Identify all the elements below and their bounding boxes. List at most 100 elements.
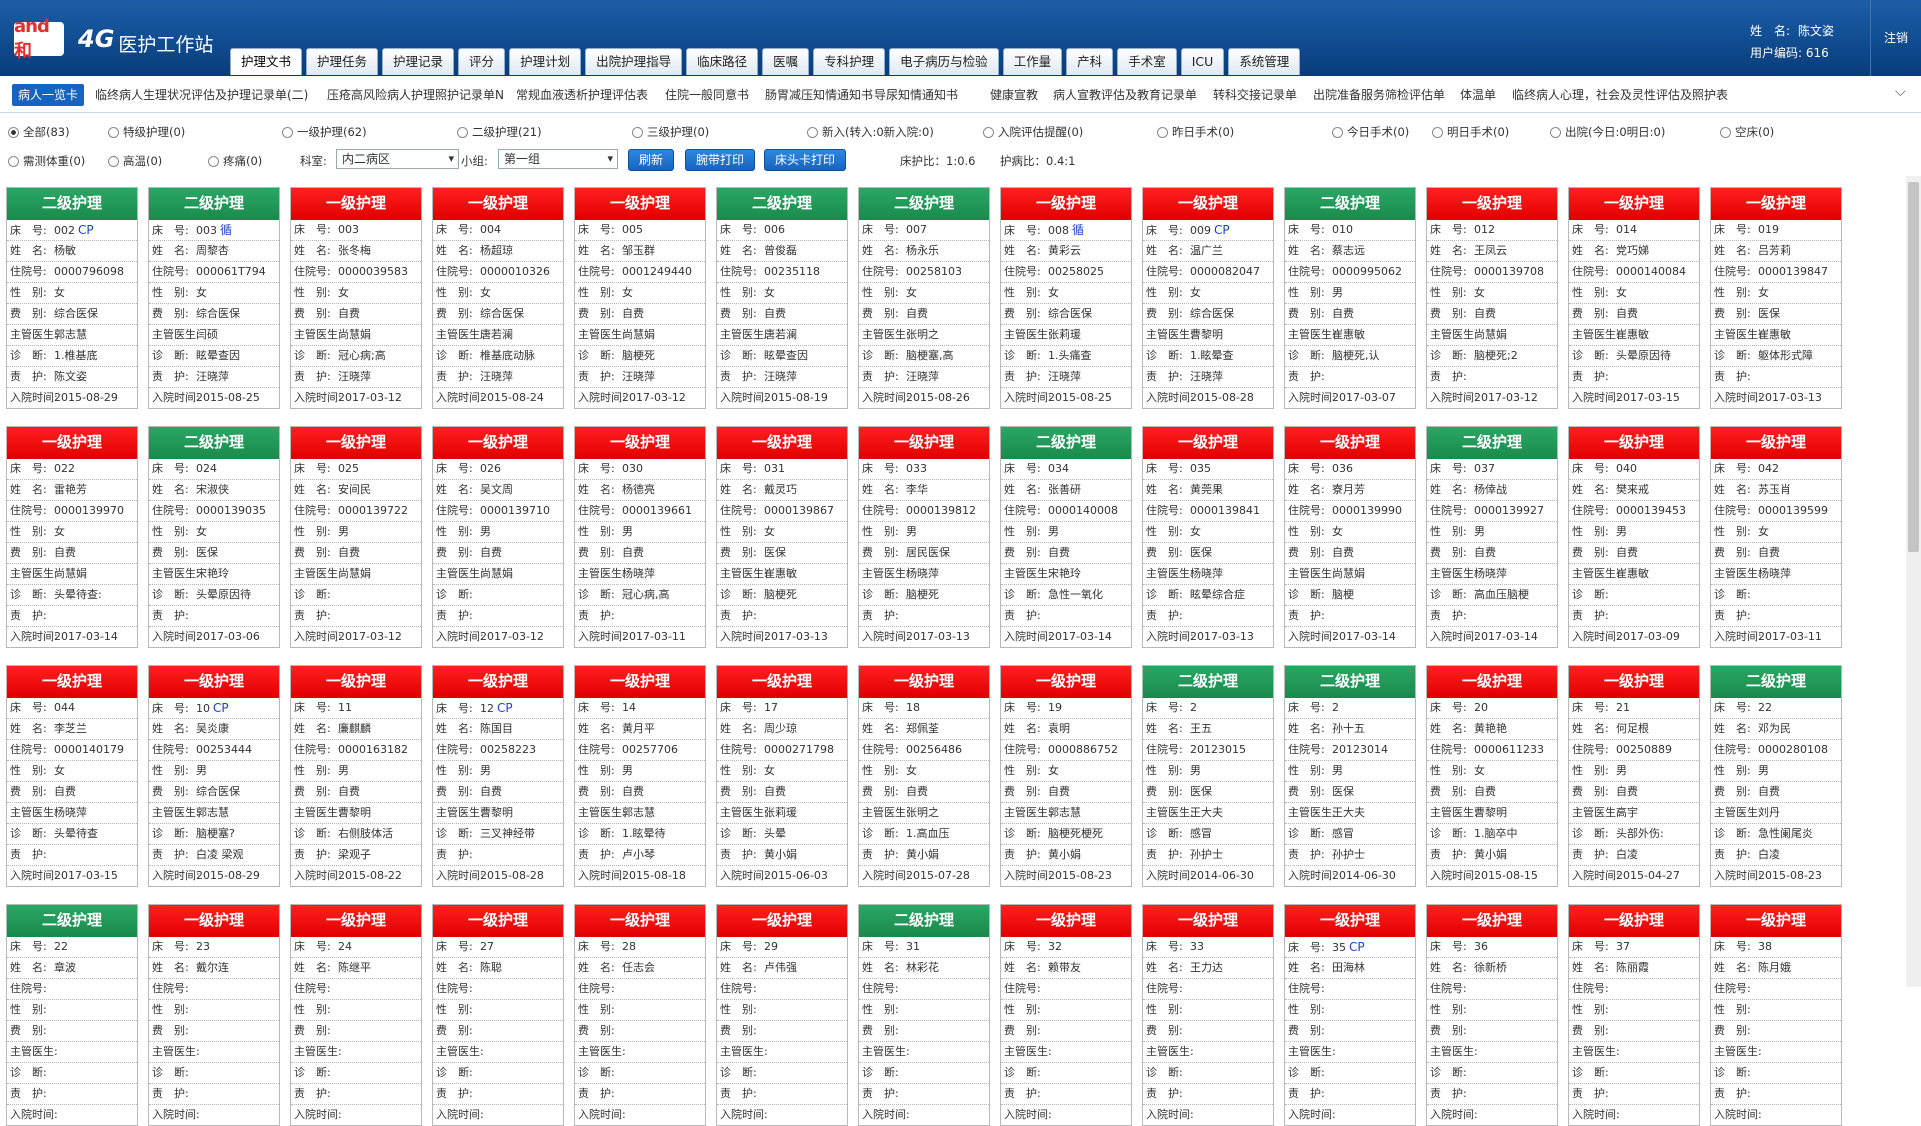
- radio-icon[interactable]: [8, 126, 19, 138]
- group-select[interactable]: 第一组: [498, 149, 618, 169]
- filter-radio-7[interactable]: 昨日手术(0): [1157, 124, 1234, 140]
- refresh-button[interactable]: 刷新: [628, 149, 675, 171]
- patient-card[interactable]: 一级护理床 号: 29 姓 名: 卢伟强 住院号: 性 别: 费 别: 主管医生: 诊 断: 责 …: [716, 904, 848, 1126]
- filter-radio-4[interactable]: 三级护理(0): [632, 124, 709, 140]
- radio-icon[interactable]: [208, 155, 219, 167]
- patient-card[interactable]: 二级护理床 号: 024 姓 名: 宋淑侠 住院号: 0000139035 性 别: 女费 别…: [148, 426, 280, 648]
- radio-icon[interactable]: [807, 126, 818, 138]
- radio-icon[interactable]: [1720, 126, 1731, 138]
- patient-card[interactable]: 二级护理床 号: 037 姓 名: 杨倖战 住院号: 0000139927 性 别: 男费 别…: [1426, 426, 1558, 648]
- filter-radio-5[interactable]: 新入(转入:0新入院:0): [807, 124, 934, 140]
- patient-card[interactable]: 一级护理床 号: 026 姓 名: 吴文周 住院号: 0000139710 性 别: 男费 别…: [432, 426, 564, 648]
- patient-card[interactable]: 一级护理床 号: 005 姓 名: 邹玉群 住院号: 0001249440 性 别: 女费 别…: [574, 187, 706, 409]
- filter-radio-10[interactable]: 出院(今日:0明日:0): [1550, 124, 1665, 140]
- filter-radio-0[interactable]: 全部(83): [8, 124, 70, 140]
- radio-icon[interactable]: [1332, 126, 1343, 138]
- tab-11[interactable]: 产科: [1066, 48, 1114, 75]
- subnav-item-0[interactable]: 病人一览卡: [12, 84, 85, 106]
- patient-card[interactable]: 二级护理床 号: 002 CP 姓 名: 杨敏 住院号: 0000796098 性 别: 女费 …: [6, 187, 138, 409]
- subnav-item-6[interactable]: 导尿知情通知书: [874, 88, 959, 102]
- patient-card[interactable]: 二级护理床 号: 31 姓 名: 林彩花 住院号: 性 别: 费 别: 主管医生: 诊 断: 责 …: [858, 904, 990, 1126]
- patient-card[interactable]: 二级护理床 号: 22 姓 名: 邓为民 住院号: 0000280108 性 别: 男费 别:…: [1710, 665, 1842, 887]
- patient-card[interactable]: 二级护理床 号: 010 姓 名: 蔡志远 住院号: 0000995062 性 别: 男费 别…: [1284, 187, 1416, 409]
- patient-card[interactable]: 一级护理床 号: 36 姓 名: 徐新桥 住院号: 性 别: 费 别: 主管医生: 诊 断: 责 …: [1426, 904, 1558, 1126]
- patient-card[interactable]: 一级护理床 号: 025 姓 名: 安间民 住院号: 0000139722 性 别: 男费 别…: [290, 426, 422, 648]
- filter-radio-1[interactable]: 特级护理(0): [108, 124, 185, 140]
- filter-radio-3[interactable]: 二级护理(21): [457, 124, 542, 140]
- tab-4[interactable]: 护理计划: [509, 48, 582, 75]
- patient-card[interactable]: 一级护理床 号: 019 姓 名: 吕芳莉 住院号: 0000139847 性 别: 女费 别…: [1710, 187, 1842, 409]
- patient-card[interactable]: 二级护理床 号: 22 姓 名: 章波 住院号: 性 别: 费 别: 主管医生: 诊 断: 责 护…: [6, 904, 138, 1126]
- patient-card[interactable]: 一级护理床 号: 23 姓 名: 戴尔连 住院号: 性 别: 费 别: 主管医生: 诊 断: 责 …: [148, 904, 280, 1126]
- patient-card[interactable]: 一级护理床 号: 009 CP 姓 名: 温广兰 住院号: 0000082047 性 别: 女费…: [1142, 187, 1274, 409]
- patient-card[interactable]: 一级护理床 号: 035 姓 名: 黄莞果 住院号: 0000139841 性 别: 女费 别…: [1142, 426, 1274, 648]
- wristband-print-button[interactable]: 腕带打印: [685, 149, 756, 171]
- filter-radio-2[interactable]: 一级护理(62): [282, 124, 367, 140]
- patient-card[interactable]: 一级护理床 号: 031 姓 名: 戴灵巧 住院号: 0000139867 性 别: 女费 别…: [716, 426, 848, 648]
- patient-card[interactable]: 一级护理床 号: 10 CP 姓 名: 吴炎康 住院号: 00253444 性 别: 男费 别:…: [148, 665, 280, 887]
- tab-13[interactable]: ICU: [1180, 48, 1225, 75]
- subnav-item-9[interactable]: 转科交接记录单: [1213, 88, 1298, 102]
- subnav-item-4[interactable]: 住院一般同意书: [665, 88, 750, 102]
- patient-card[interactable]: 一级护理床 号: 003 姓 名: 张冬梅 住院号: 0000039583 性 别: 女费 别…: [290, 187, 422, 409]
- patient-card[interactable]: 一级护理床 号: 18 姓 名: 郑佩荃 住院号: 00256486 性 别: 女费 别: 自费…: [858, 665, 990, 887]
- patient-card[interactable]: 二级护理床 号: 003 循姓 名: 周黎杏 住院号: 000061T794 性 别: 女费 …: [148, 187, 280, 409]
- patient-card[interactable]: 一级护理床 号: 37 姓 名: 陈丽霞 住院号: 性 别: 费 别: 主管医生: 诊 断: 责 …: [1568, 904, 1700, 1126]
- tab-6[interactable]: 临床路径: [686, 48, 759, 75]
- subnav-item-11[interactable]: 体温单: [1460, 88, 1497, 102]
- radio-icon[interactable]: [108, 155, 119, 167]
- radio-icon[interactable]: [8, 155, 19, 167]
- bedcard-print-button[interactable]: 床头卡打印: [764, 149, 847, 171]
- radio-icon[interactable]: [108, 126, 119, 138]
- tab-5[interactable]: 出院护理指导: [585, 48, 683, 75]
- subnav-item-3[interactable]: 常规血液透析护理评估表: [516, 88, 649, 102]
- patient-card[interactable]: 一级护理床 号: 19 姓 名: 袁明 住院号: 0000886752 性 别: 女费 别: 自…: [1000, 665, 1132, 887]
- tab-1[interactable]: 护理任务: [306, 48, 379, 75]
- filter-radio-6[interactable]: 入院评估提醒(0): [983, 124, 1083, 140]
- tab-9[interactable]: 电子病历与检验: [889, 48, 999, 75]
- patient-card[interactable]: 一级护理床 号: 35 CP 姓 名: 田海林 住院号: 性 别: 费 别: 主管医生: 诊 断:…: [1284, 904, 1416, 1126]
- filter-radio-11[interactable]: 空床(0): [1720, 124, 1774, 140]
- patient-card[interactable]: 一级护理床 号: 20 姓 名: 黄艳艳 住院号: 0000611233 性 别: 女费 别:…: [1426, 665, 1558, 887]
- subnav-item-1[interactable]: 临终病人生理状况评估及护理记录单(二): [95, 88, 309, 102]
- vertical-scrollbar[interactable]: [1906, 176, 1921, 987]
- patient-card[interactable]: 一级护理床 号: 036 姓 名: 寮月芳 住院号: 0000139990 性 别: 女费 别…: [1284, 426, 1416, 648]
- subnav-item-10[interactable]: 出院准备服务筛检评估单: [1313, 88, 1446, 102]
- scrollbar-thumb[interactable]: [1908, 182, 1919, 552]
- patient-card[interactable]: 一级护理床 号: 27 姓 名: 陈聪 住院号: 性 别: 费 别: 主管医生: 诊 断: 责 护…: [432, 904, 564, 1126]
- patient-card[interactable]: 一级护理床 号: 042 姓 名: 苏玉肖 住院号: 0000139599 性 别: 女费 别…: [1710, 426, 1842, 648]
- tab-0[interactable]: 护理文书: [230, 48, 303, 75]
- patient-card[interactable]: 一级护理床 号: 24 姓 名: 陈继平 住院号: 性 别: 费 别: 主管医生: 诊 断: 责 …: [290, 904, 422, 1126]
- patient-card[interactable]: 一级护理床 号: 012 姓 名: 王凤云 住院号: 0000139708 性 别: 女费 别…: [1426, 187, 1558, 409]
- patient-card[interactable]: 二级护理床 号: 034 姓 名: 张善研 住院号: 0000140008 性 别: 男费 别…: [1000, 426, 1132, 648]
- patient-card[interactable]: 一级护理床 号: 11 姓 名: 廉麒麟 住院号: 0000163182 性 别: 男费 别:…: [290, 665, 422, 887]
- patient-card[interactable]: 一级护理床 号: 004 姓 名: 杨超琼 住院号: 0000010326 性 别: 女费 别…: [432, 187, 564, 409]
- radio-icon[interactable]: [1432, 126, 1443, 138]
- tab-14[interactable]: 系统管理: [1228, 48, 1301, 75]
- radio-icon[interactable]: [282, 126, 293, 138]
- patient-card[interactable]: 一级护理床 号: 28 姓 名: 任志会 住院号: 性 别: 费 别: 主管医生: 诊 断: 责 …: [574, 904, 706, 1126]
- patient-card[interactable]: 一级护理床 号: 17 姓 名: 周少琼 住院号: 0000271798 性 别: 女费 别:…: [716, 665, 848, 887]
- filter-radio2-0[interactable]: 需测体重(0): [8, 153, 85, 169]
- patient-card[interactable]: 一级护理床 号: 022 姓 名: 雷艳芳 住院号: 0000139970 性 别: 女费 别…: [6, 426, 138, 648]
- patient-card[interactable]: 一级护理床 号: 21 姓 名: 何足根 住院号: 00250889 性 别: 男费 别: 自费…: [1568, 665, 1700, 887]
- subnav-item-2[interactable]: 压疮高风险病人护理照护记录单N: [327, 88, 504, 102]
- subnav-item-8[interactable]: 病人宣教评估及教育记录单: [1053, 88, 1198, 102]
- patient-card[interactable]: 一级护理床 号: 040 姓 名: 樊来戒 住院号: 0000139453 性 别: 男费 别…: [1568, 426, 1700, 648]
- radio-icon[interactable]: [457, 126, 468, 138]
- patient-card[interactable]: 一级护理床 号: 12 CP 姓 名: 陈国目 住院号: 00258223 性 别: 男费 别:…: [432, 665, 564, 887]
- radio-icon[interactable]: [983, 126, 994, 138]
- radio-icon[interactable]: [1550, 126, 1561, 138]
- tab-10[interactable]: 工作量: [1002, 48, 1063, 75]
- patient-card[interactable]: 二级护理床 号: 2 姓 名: 孙十五 住院号: 20123014 性 别: 男费 别: 医保主…: [1284, 665, 1416, 887]
- patient-card[interactable]: 一级护理床 号: 044 姓 名: 李芝兰 住院号: 0000140179 性 别: 女费 别…: [6, 665, 138, 887]
- subnav-item-5[interactable]: 肠胃减压知情通知书: [765, 88, 874, 102]
- dept-select[interactable]: 内二病区: [336, 149, 459, 169]
- radio-icon[interactable]: [1157, 126, 1168, 138]
- logout-button[interactable]: 注销: [1870, 0, 1921, 76]
- patient-card[interactable]: 一级护理床 号: 014 姓 名: 党巧娣 住院号: 0000140084 性 别: 女费 别…: [1568, 187, 1700, 409]
- tab-7[interactable]: 医嘱: [762, 48, 810, 75]
- tab-2[interactable]: 护理记录: [382, 48, 455, 75]
- patient-card[interactable]: 一级护理床 号: 38 姓 名: 陈月娥 住院号: 性 别: 费 别: 主管医生: 诊 断: 责 …: [1710, 904, 1842, 1126]
- tab-12[interactable]: 手术室: [1117, 48, 1177, 75]
